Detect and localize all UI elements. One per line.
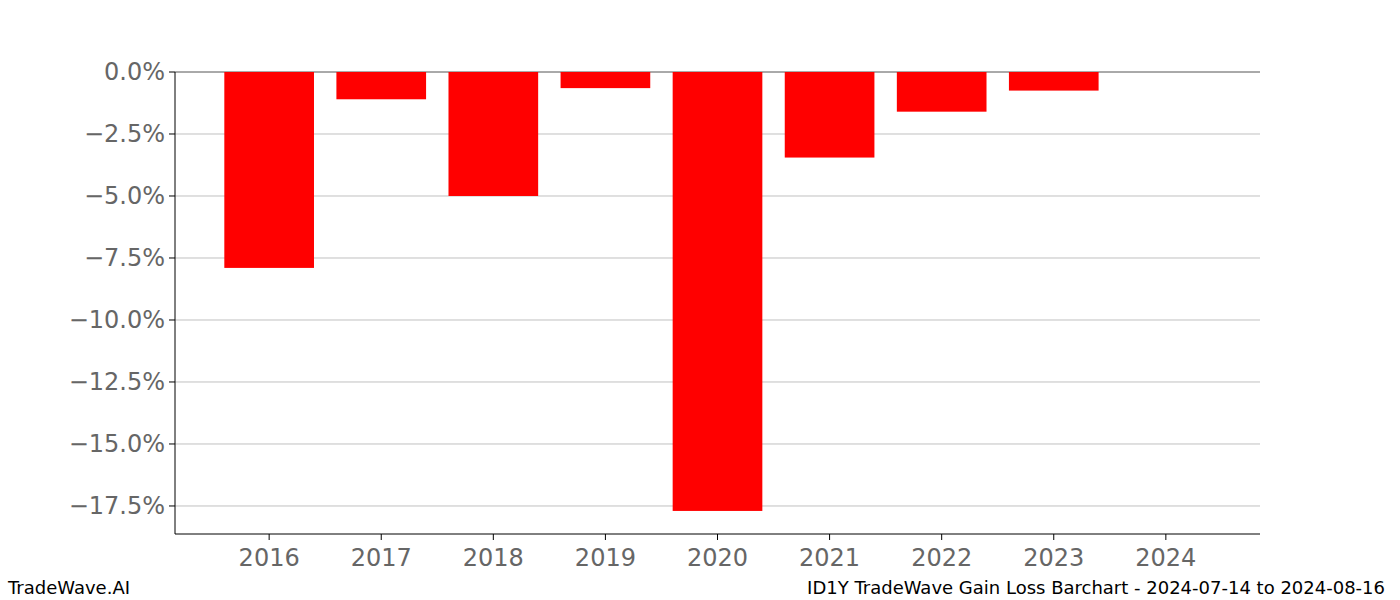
x-tick — [1165, 534, 1166, 540]
x-tick-label: 2016 — [239, 544, 300, 572]
y-tick-label: −7.5% — [84, 244, 165, 272]
y-tick-label: −5.0% — [84, 182, 165, 210]
y-tick — [169, 319, 175, 320]
bar — [336, 72, 426, 99]
y-tick-label: −15.0% — [69, 430, 165, 458]
y-tick-label: 0.0% — [104, 58, 165, 86]
y-axis-line — [175, 72, 176, 534]
x-tick-label: 2022 — [911, 544, 972, 572]
x-tick-label: 2024 — [1135, 544, 1196, 572]
bar — [785, 72, 875, 158]
bar — [897, 72, 987, 112]
x-tick-label: 2017 — [351, 544, 412, 572]
x-tick-label: 2023 — [1023, 544, 1084, 572]
chart: 0.0% −2.5% −5.0% −7.5% −10.0% −12.5% −15.0% −17… — [0, 0, 1400, 600]
footer-brand: TradeWave.AI — [7, 577, 130, 598]
x-tick — [493, 534, 494, 540]
bar — [1009, 72, 1099, 91]
x-tick-label: 2018 — [463, 544, 524, 572]
bars — [224, 72, 1098, 511]
bar — [448, 72, 538, 196]
x-tick-label: 2021 — [799, 544, 860, 572]
y-tick-label: −17.5% — [69, 492, 165, 520]
x-tick — [1053, 534, 1054, 540]
x-tick — [605, 534, 606, 540]
bar — [673, 72, 763, 511]
y-tick-label: −12.5% — [69, 368, 165, 396]
x-tick — [381, 534, 382, 540]
x-tick — [829, 534, 830, 540]
y-tick — [169, 381, 175, 382]
x-tick-label: 2019 — [575, 544, 636, 572]
y-tick-label: −2.5% — [84, 120, 165, 148]
bar — [561, 72, 651, 88]
y-tick — [169, 72, 175, 73]
x-tick — [717, 534, 718, 540]
y-tick — [169, 257, 175, 258]
y-tick — [169, 195, 175, 196]
x-tick — [941, 534, 942, 540]
y-tick — [169, 505, 175, 506]
y-tick-label: −10.0% — [69, 306, 165, 334]
y-tick — [169, 443, 175, 444]
chart-title: ID1Y TradeWave Gain Loss Barchart - 2024… — [807, 577, 1385, 598]
x-tick-label: 2020 — [687, 544, 748, 572]
y-tick — [169, 133, 175, 134]
bar — [224, 72, 314, 268]
x-tick — [269, 534, 270, 540]
